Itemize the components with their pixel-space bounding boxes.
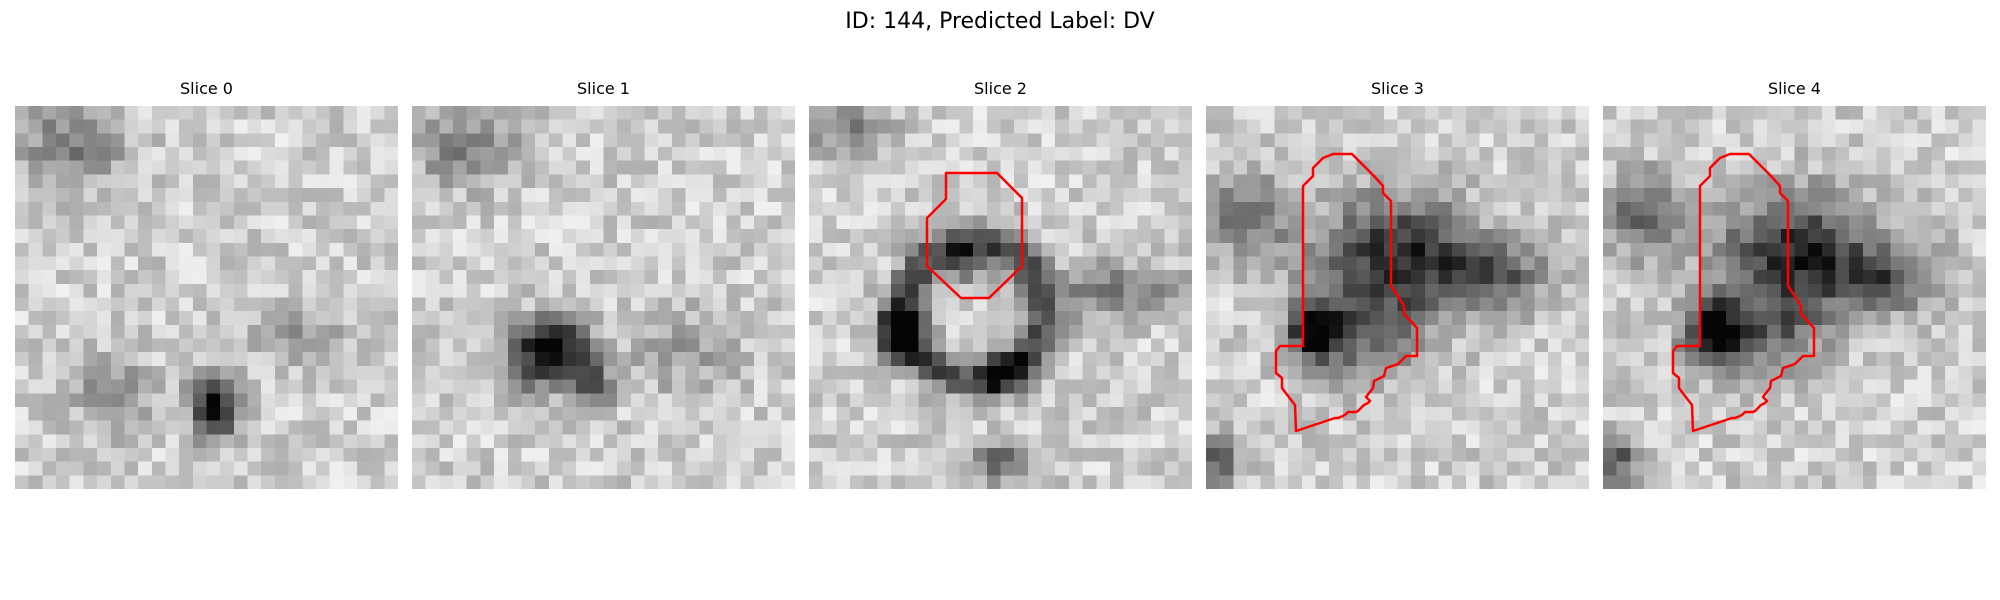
segmentation-contour-3	[1274, 152, 1419, 433]
slice-panel-4: Slice 4	[1603, 79, 1986, 489]
slice-panel-0: Slice 0	[15, 79, 398, 489]
figure-title: ID: 144, Predicted Label: DV	[845, 9, 1155, 34]
slice-panel-2: Slice 2	[809, 79, 1192, 489]
segmentation-contour-4	[1671, 152, 1816, 433]
slice-title-3: Slice 3	[1371, 79, 1424, 98]
slice-title-1: Slice 1	[577, 79, 630, 98]
slice-panel-3: Slice 3	[1206, 79, 1589, 489]
slice-title-2: Slice 2	[974, 79, 1027, 98]
contour-outline	[1274, 152, 1419, 433]
contour-outline	[925, 171, 1024, 300]
slice-image-0	[15, 106, 398, 489]
slice-panel-1: Slice 1	[412, 79, 795, 489]
slice-image-2	[809, 106, 1192, 489]
slice-title-0: Slice 0	[180, 79, 233, 98]
slice-image-1	[412, 106, 795, 489]
contour-outline	[1671, 152, 1816, 433]
segmentation-contour-2	[925, 171, 1024, 300]
slice-title-4: Slice 4	[1768, 79, 1821, 98]
